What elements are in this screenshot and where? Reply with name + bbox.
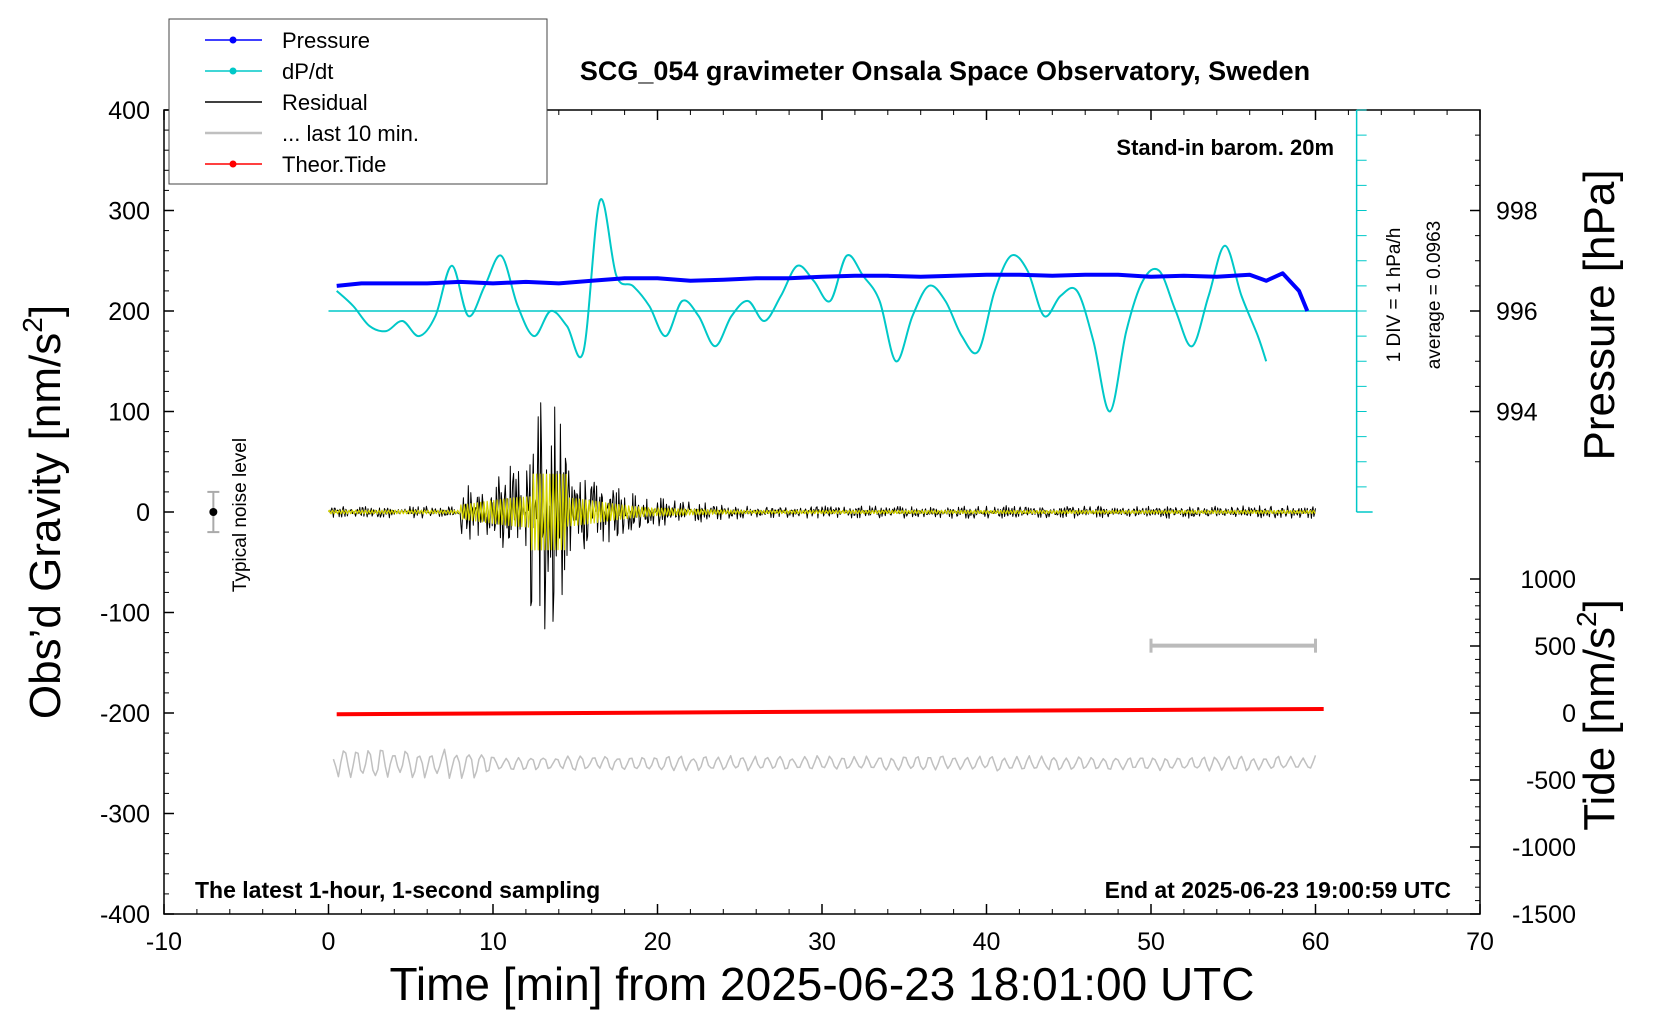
legend-marker [229, 67, 237, 75]
y-tick-label: 200 [108, 298, 150, 326]
y-tick-label: 400 [108, 97, 150, 125]
pressure-tick-label: 994 [1496, 399, 1538, 427]
y-axis-left-label-sup: 2 [17, 317, 48, 333]
dpdt-line [336, 198, 1268, 413]
tide-tick-label: 500 [1534, 633, 1576, 661]
legend: Pressure dP/dt Residual ... last 10 min. The… [168, 18, 548, 185]
pressure-tick-label: 998 [1496, 198, 1538, 226]
residual-series [328, 402, 1316, 630]
legend-marker [229, 36, 237, 44]
x-tick-label: 20 [644, 928, 672, 956]
pressure-tick-label: 996 [1496, 298, 1538, 326]
x-tick-label: -10 [146, 928, 182, 956]
legend-marker [229, 160, 237, 168]
pressure-axis-ticks: 998 996 994 [1470, 134, 1538, 463]
y-tick-label: 300 [108, 198, 150, 226]
x-tick-label: 10 [479, 928, 507, 956]
dpdt-scale-bar [1355, 109, 1373, 513]
y-axis-left-label: Obs’d Gravity [nm/s2] [17, 305, 70, 719]
residual-line [328, 402, 1316, 630]
tide-axis-ticks: 1000 500 0 -500 -1000 -1500 [1470, 566, 1576, 929]
y-tick-label: 0 [136, 499, 150, 527]
x-tick-label: 0 [322, 928, 336, 956]
y-tick-label: -100 [100, 600, 150, 628]
tide-tick-label: 1000 [1520, 566, 1576, 594]
noise-bar-dot [209, 508, 218, 516]
last10-range-bar [1149, 638, 1317, 653]
pressure-axis-label: Pressure [hPa] [1575, 169, 1624, 460]
dpdt-div-note: 1 DIV = 1 hPa/h [1384, 228, 1405, 363]
residual-filtered-series [327, 473, 1316, 551]
legend-label: dP/dt [282, 59, 333, 84]
x-axis-label: Time [min] from 2025-06-23 18:01:00 UTC [390, 958, 1255, 1010]
tide-tick-label: 0 [1562, 700, 1576, 728]
last10-line [332, 748, 1317, 779]
legend-label: ... last 10 min. [282, 121, 419, 146]
tide-axis-label-close: ] [1575, 599, 1624, 611]
dpdt-average-note: average = 0.0963 [1424, 221, 1445, 369]
end-time-note: End at 2025-06-23 19:00:59 UTC [1105, 877, 1451, 903]
standin-barometer-note: Stand-in barom. 20m [1116, 135, 1334, 160]
y-tick-label: -400 [100, 901, 150, 929]
tide-series [336, 707, 1324, 717]
x-tick-label: 30 [808, 928, 836, 956]
y-tick-label: -200 [100, 700, 150, 728]
sampling-note: The latest 1-hour, 1-second sampling [195, 877, 600, 903]
y-tick-label: -300 [100, 801, 150, 829]
tide-axis-label: Tide [nm/s2] [1571, 599, 1624, 831]
x-tick-label: 70 [1466, 928, 1494, 956]
noise-level-bar [207, 490, 220, 534]
x-tick-label: 60 [1302, 928, 1330, 956]
dpdt-series [328, 198, 1357, 413]
last10-series [332, 748, 1317, 779]
pressure-series [336, 271, 1310, 312]
pressure-line [336, 271, 1310, 312]
legend-label: Residual [282, 90, 368, 115]
tide-tick-label: -1500 [1512, 901, 1576, 929]
tide-axis-label-text: Tide [nm/s [1575, 627, 1624, 831]
noise-level-label: Typical noise level [230, 438, 251, 592]
tide-tick-label: -1000 [1512, 834, 1576, 862]
x-tick-label: 50 [1137, 928, 1165, 956]
y-axis-left-label-close: ] [21, 305, 70, 317]
chart-title: SCG_054 gravimeter Onsala Space Observat… [580, 56, 1310, 86]
tide-line [336, 707, 1324, 717]
y-axis-left-ticks: 400 300 200 100 0 -100 -200 -300 -400 [100, 97, 174, 929]
legend-label: Pressure [282, 28, 370, 53]
legend-label: Theor.Tide [282, 152, 386, 177]
y-axis-left-label-text: Obs’d Gravity [nm/s [21, 333, 70, 719]
residual-filtered-line [327, 473, 1316, 551]
tide-axis-label-sup: 2 [1571, 611, 1602, 627]
tide-tick-label: -500 [1526, 767, 1576, 795]
y-tick-label: 100 [108, 399, 150, 427]
legend-items: Pressure dP/dt Residual ... last 10 min. The… [205, 28, 419, 177]
x-tick-label: 40 [973, 928, 1001, 956]
x-axis-ticks: -10 0 10 20 30 40 50 60 70 [146, 110, 1494, 956]
